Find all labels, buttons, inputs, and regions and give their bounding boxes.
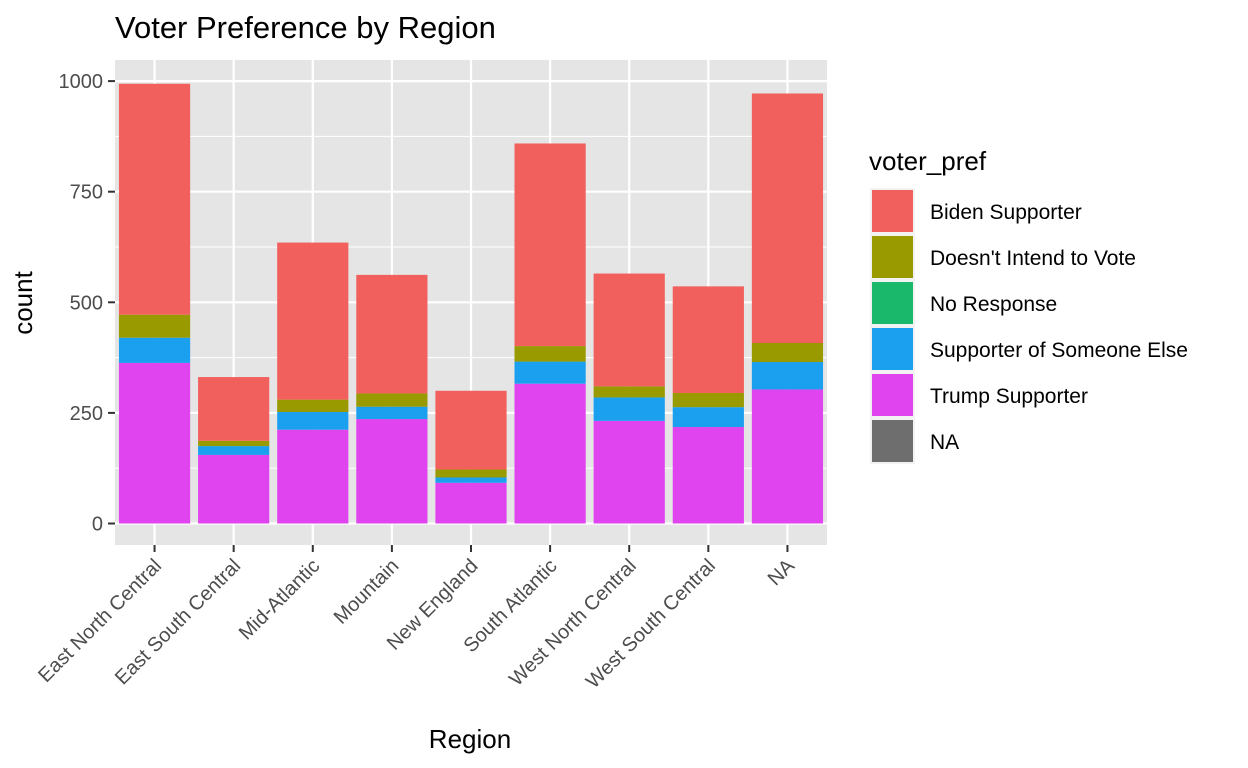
legend-swatch <box>872 328 913 370</box>
bar-segment <box>672 286 744 393</box>
y-tick-label: 750 <box>70 182 103 204</box>
legend-label: NA <box>930 431 959 454</box>
bar-segment <box>435 469 507 478</box>
bar-segment <box>118 83 191 315</box>
legend-swatch <box>872 420 913 462</box>
legend-label: Trump Supporter <box>930 385 1088 408</box>
y-tick-label: 1000 <box>59 71 104 93</box>
bar-segment <box>514 346 586 362</box>
x-tick-label: West South Central <box>582 555 720 693</box>
bar-segment <box>435 482 507 524</box>
bar-segment <box>118 362 191 524</box>
bar-segment <box>118 314 191 338</box>
bar-segment <box>356 393 428 407</box>
bar-segment <box>751 362 824 390</box>
bar-segment <box>198 440 270 447</box>
legend-label: Doesn't Intend to Vote <box>930 247 1136 270</box>
bar-segment <box>356 419 428 524</box>
bar-segment <box>277 429 349 524</box>
bar-segment <box>514 361 586 384</box>
bars <box>118 83 824 524</box>
x-tick-label: Mid-Atlantic <box>235 555 324 644</box>
legend-title: voter_pref <box>869 146 987 176</box>
bar-segment <box>672 427 744 524</box>
bar-segment <box>198 377 270 441</box>
x-tick-label: NA <box>764 555 800 591</box>
chart-title: Voter Preference by Region <box>115 10 496 45</box>
bar-segment <box>198 446 270 455</box>
bar-segment <box>593 420 665 524</box>
legend-swatch <box>872 374 913 416</box>
bar-segment <box>593 273 665 387</box>
legend-swatch <box>872 190 913 232</box>
bar-segment <box>593 386 665 398</box>
bar-segment <box>672 392 744 408</box>
bar-segment <box>356 406 428 420</box>
bar-segment <box>672 407 744 428</box>
y-tick-label: 500 <box>70 292 103 314</box>
bar-segment <box>118 337 191 363</box>
y-axis-title: count <box>8 270 38 334</box>
legend-label: Supporter of Someone Else <box>930 339 1188 362</box>
legend-label: No Response <box>930 293 1057 316</box>
bar-segment <box>277 242 349 400</box>
y-tick-label: 0 <box>92 514 103 536</box>
x-axis-title: Region <box>429 724 511 754</box>
y-axis: 0 250 500 750 1000 <box>59 71 115 536</box>
legend-swatch <box>872 236 913 278</box>
y-tick-label: 250 <box>70 403 103 425</box>
bar-segment <box>593 397 665 421</box>
bar-segment <box>514 383 586 524</box>
legend-label: Biden Supporter <box>930 201 1082 224</box>
legend: voter_pref Biden Supporter Doesn't Intend… <box>869 146 1188 464</box>
bar-segment <box>356 274 428 394</box>
bar-segment <box>751 389 824 524</box>
bar-segment <box>435 390 507 470</box>
bar-segment <box>514 143 586 347</box>
bar-segment <box>198 454 270 524</box>
bar-segment <box>751 93 824 344</box>
x-tick-label: Mountain <box>330 555 404 629</box>
bar-segment <box>277 399 349 413</box>
legend-swatch <box>872 282 913 324</box>
bar-segment <box>435 477 507 483</box>
bar-segment <box>277 412 349 430</box>
bar-segment <box>751 343 824 363</box>
